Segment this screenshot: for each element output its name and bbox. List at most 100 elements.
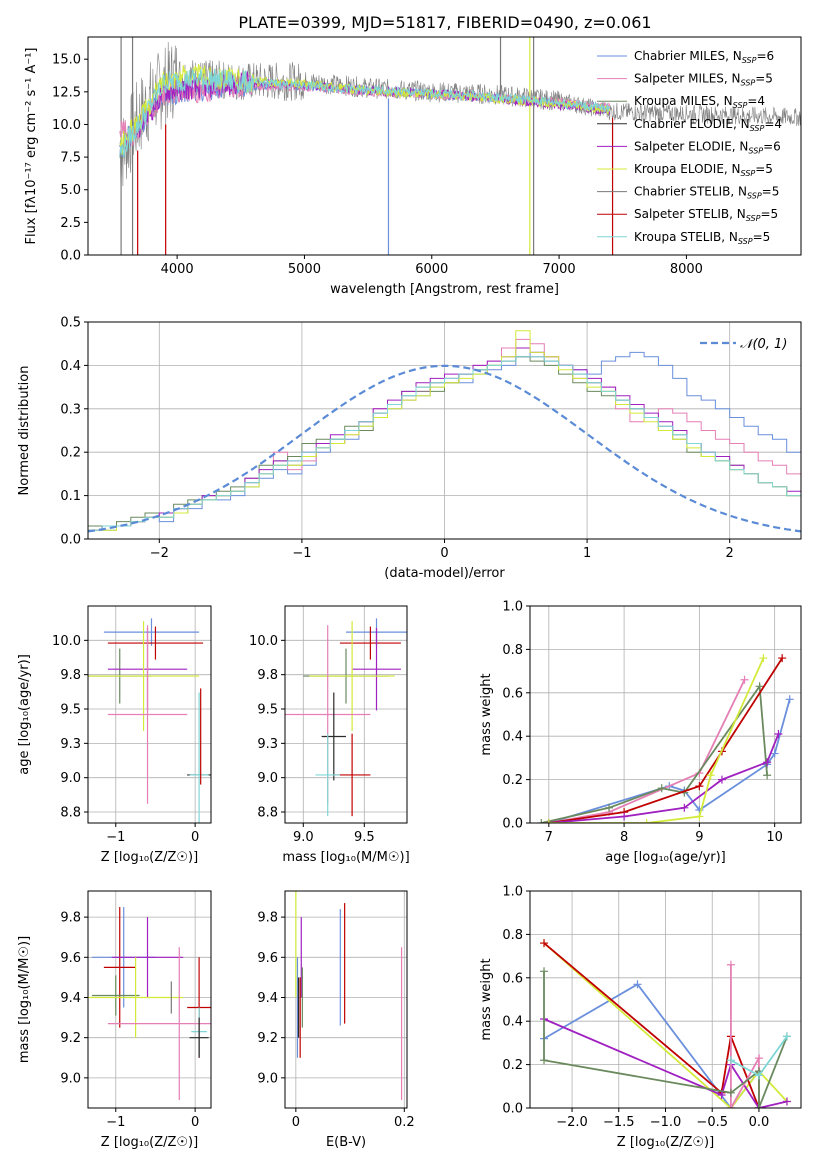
panel-spectrum: 4000 5000 6000 7000 8000 0.0 2.5 5.0 7.5 10.0 12.5… <box>24 36 802 297</box>
panel-residual_hist: −2 −1 0 1 2 0.0 0.1 0.2 0.3 0.4 0.5 (data-model)/er… <box>17 316 802 581</box>
weight-point-marker <box>540 967 549 976</box>
y-tick-label: 5.0 <box>60 183 81 198</box>
y-tick-label: 0.4 <box>502 1015 523 1030</box>
legend-label: Chabrier STELIB, NSSP=5 <box>634 185 779 201</box>
x-tick-label: 9.5 <box>354 830 375 845</box>
y-axis-label: Normed distribution <box>17 366 32 496</box>
x-axis-label: mass [log₁₀(M/M☉)] <box>282 850 409 865</box>
axes-frame <box>529 605 802 824</box>
y-tick-label: 9.6 <box>257 951 278 966</box>
x-tick-label: 7000 <box>543 262 576 277</box>
x-tick-label: −1 <box>292 546 311 561</box>
y-tick-label: 1.0 <box>502 600 523 615</box>
y-tick-label: 15.0 <box>52 53 81 68</box>
y-axis-label: mass [log₁₀(M/M☉)] <box>17 936 32 1063</box>
weight-point-marker <box>778 654 787 663</box>
axes-frame <box>284 605 408 824</box>
x-axis-label: Z [log₁₀(Z/Z☉)] <box>617 1135 714 1150</box>
weight-point-marker <box>726 1104 735 1108</box>
y-tick-label: 7.5 <box>60 151 81 166</box>
y-tick-label: 9.0 <box>257 1071 278 1086</box>
y-tick-label: 12.5 <box>52 85 81 100</box>
weight-point-marker <box>537 819 546 823</box>
y-tick-label: 0.6 <box>502 686 523 701</box>
x-axis-label: Z [log₁₀(Z/Z☉)] <box>101 1135 198 1150</box>
x-tick-label: 8000 <box>670 262 703 277</box>
weight-point-marker <box>540 1056 549 1065</box>
x-tick-label: 10 <box>766 830 783 845</box>
weight-point-marker <box>633 980 642 989</box>
y-tick-label: 0.2 <box>60 446 81 461</box>
x-tick-label: 0 <box>191 830 199 845</box>
plot-area <box>530 606 801 823</box>
y-axis-label: mass weight <box>479 673 494 755</box>
x-tick-label: 4000 <box>161 262 194 277</box>
x-tick-label: −0.5 <box>696 1115 728 1130</box>
y-tick-label: 0.2 <box>502 1058 523 1073</box>
weight-point-marker <box>754 1104 763 1108</box>
weight-series-line <box>543 983 760 1108</box>
x-tick-label: −1.0 <box>650 1115 682 1130</box>
y-tick-label: 9.3 <box>257 737 278 752</box>
y-axis-label: Flux [fλ10⁻¹⁷ erg cm⁻² s⁻¹ A⁻¹] <box>24 48 39 245</box>
x-axis-label: (data-model)/error <box>384 566 505 581</box>
x-axis-label: E(B-V) <box>326 1135 366 1150</box>
weight-point-marker <box>695 812 704 821</box>
weight-point-marker <box>763 758 772 767</box>
weight-series-line <box>543 971 788 1108</box>
y-tick-label: 0.8 <box>502 928 523 943</box>
weight-point-marker <box>717 775 726 784</box>
y-tick-label: 0.0 <box>502 817 523 832</box>
legend-label: Kroupa ELODIE, NSSP=5 <box>634 162 773 178</box>
x-tick-label: 0.0 <box>749 1115 770 1130</box>
x-axis-label: wavelength [Angstrom, rest frame] <box>330 282 559 297</box>
panel-age_vs_Z: −1 0 8.8 9.0 9.3 9.5 9.8 10.0 Z [log₁₀(Z/Z☉)] age… <box>17 605 212 865</box>
y-tick-label: 10.0 <box>249 634 278 649</box>
y-tick-label: 9.0 <box>60 771 81 786</box>
weight-point-marker <box>544 819 553 823</box>
weight-point-marker <box>620 812 629 821</box>
x-tick-label: 2 <box>726 546 734 561</box>
x-tick-label: −1.5 <box>603 1115 635 1130</box>
x-tick-label: 9.0 <box>293 830 314 845</box>
legend-label: Salpeter MILES, NSSP=5 <box>634 72 773 88</box>
legend-label: Chabrier MILES, NSSP=6 <box>634 49 774 65</box>
x-tick-label: 8 <box>620 830 628 845</box>
plot-area <box>88 606 211 823</box>
weight-point-marker <box>785 695 794 704</box>
axes-frame <box>284 890 408 1109</box>
weight-series-line <box>548 679 746 823</box>
weight-point-marker <box>717 1090 726 1099</box>
normal-reference-curve <box>88 364 801 533</box>
x-tick-label: 1 <box>583 546 591 561</box>
x-axis-label: age [log₁₀(age/yr)] <box>605 850 726 865</box>
x-tick-label: −2.0 <box>556 1115 588 1130</box>
weight-series-line <box>543 942 760 1108</box>
y-tick-label: 2.5 <box>60 216 81 231</box>
plot-area <box>530 891 801 1108</box>
y-tick-label: 0.2 <box>502 773 523 788</box>
weight-point-marker <box>759 654 768 663</box>
axes-frame <box>87 36 802 256</box>
y-tick-label: 8.8 <box>257 806 278 821</box>
figure-title: PLATE=0399, MJD=51817, FIBERID=0490, z=0… <box>238 13 651 32</box>
y-tick-label: 9.0 <box>257 771 278 786</box>
legend-label: 𝒩(0, 1) <box>740 337 787 352</box>
weight-point-marker <box>706 771 715 780</box>
y-tick-label: 9.5 <box>257 703 278 718</box>
axes-frame <box>87 890 212 1109</box>
y-tick-label: 1.0 <box>502 885 523 900</box>
weight-series-line <box>548 699 791 823</box>
x-axis-label: Z [log₁₀(Z/Z☉)] <box>101 850 198 865</box>
plot-area <box>119 37 801 255</box>
y-tick-label: 9.6 <box>60 951 81 966</box>
plot-area <box>285 891 407 1108</box>
y-tick-label: 0.0 <box>502 1102 523 1117</box>
weight-point-marker <box>770 749 779 758</box>
weight-point-marker <box>755 682 764 691</box>
weight-series-line <box>548 657 765 823</box>
weight-point-marker <box>774 730 783 739</box>
weight-series-line <box>548 733 780 823</box>
model-spectrum-line <box>119 68 610 158</box>
panel-mass_vs_Z: −1 0 9.0 9.2 9.4 9.6 9.8 Z [log₁₀(Z/Z☉)] mass [l… <box>17 890 212 1150</box>
